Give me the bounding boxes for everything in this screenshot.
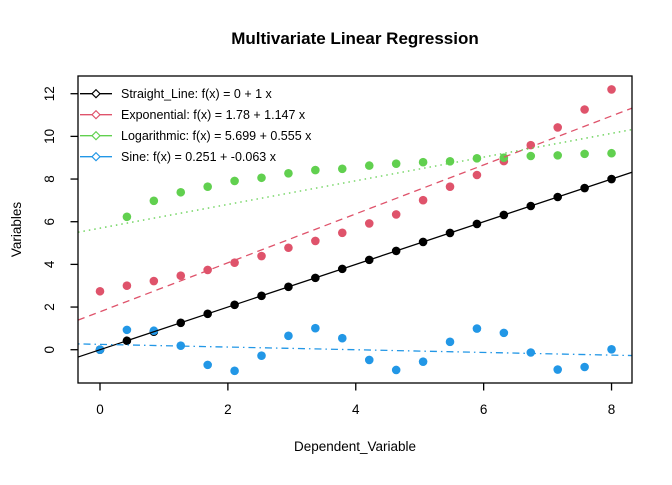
y-tick-label: 10: [42, 129, 57, 144]
chart-title: Multivariate Linear Regression: [231, 29, 479, 48]
scatter-point-logarithmic: [553, 151, 562, 160]
scatter-point-exponential: [176, 271, 186, 280]
legend-diamond-icon: [91, 109, 101, 120]
scatter-point-sine: [257, 351, 266, 360]
x-tick-label: 8: [608, 402, 616, 417]
scatter-point-logarithmic: [311, 165, 320, 175]
scatter-point-exponential: [337, 228, 347, 238]
fit-line-logarithmic: [77, 128, 633, 233]
legend-diamond-icon: [91, 151, 101, 162]
axes: 0 2 4 6 8 0 2 4 6 8 10 12: [42, 86, 615, 417]
scatter-point-logarithmic: [176, 187, 186, 197]
legend-item-sine: Sine: f(x) = 0.251 + -0.063 x: [80, 150, 277, 164]
series-sine: [95, 323, 616, 376]
scatter-point-logarithmic: [472, 154, 482, 163]
scatter-point-exponential: [203, 265, 212, 275]
y-tick-label: 12: [42, 86, 57, 101]
scatter-point-logarithmic: [284, 168, 293, 178]
y-tick-label: 4: [42, 260, 57, 268]
scatter-point-logarithmic: [122, 212, 132, 222]
scatter-point-sine: [445, 337, 455, 347]
x-tick-label: 0: [96, 402, 104, 417]
x-tick-label: 4: [352, 402, 360, 417]
legend-label: Sine: f(x) = 0.251 + -0.063 x: [121, 150, 277, 164]
fit-line-exponential: [77, 107, 633, 321]
scatter-point-sine: [337, 333, 347, 343]
legend-diamond-icon: [91, 88, 101, 99]
legend-item-straight_line: Straight_Line: f(x) = 0 + 1 x: [80, 87, 273, 101]
scatter-point-sine: [526, 348, 536, 357]
legend-label: Exponential: f(x) = 1.78 + 1.147 x: [121, 108, 306, 122]
scatter-point-exponential: [257, 251, 266, 261]
scatter-point-exponential: [95, 286, 105, 296]
scatter-point-exponential: [580, 105, 589, 114]
scatter-point-sine: [230, 366, 239, 376]
scatter-point-exponential: [391, 210, 401, 219]
scatter-point-logarithmic: [607, 148, 616, 158]
scatter-point-sine: [391, 365, 401, 375]
legend-item-exponential: Exponential: f(x) = 1.78 + 1.147 x: [80, 108, 306, 122]
scatter-point-sine: [176, 341, 186, 350]
x-axis-label: Dependent_Variable: [294, 439, 416, 454]
x-tick-label: 2: [224, 402, 232, 417]
scatter-point-sine: [499, 328, 509, 338]
fit-lines: [77, 107, 633, 358]
scatter-point-logarithmic: [230, 176, 239, 186]
scatter-point-logarithmic: [337, 164, 347, 174]
scatter-point-logarithmic: [257, 173, 266, 183]
scatter-point-exponential: [122, 281, 132, 291]
series-exponential: [95, 85, 616, 296]
scatter-point-sine: [418, 357, 428, 366]
scatter-point-sine: [472, 324, 482, 333]
scatter-point-sine: [580, 362, 589, 372]
scatter-point-exponential: [445, 182, 455, 192]
scatter-point-logarithmic: [526, 151, 536, 161]
scatter-point-exponential: [230, 258, 239, 267]
x-tick-label: 6: [480, 402, 488, 417]
y-axis-label: Variables: [9, 202, 24, 258]
scatter-point-exponential: [149, 276, 159, 286]
fit-line-sine: [77, 343, 633, 357]
y-tick-label: 0: [42, 346, 57, 354]
scatter-point-exponential: [472, 170, 482, 180]
y-tick-label: 6: [42, 218, 57, 226]
series-logarithmic: [122, 148, 616, 222]
plot-box: [77, 75, 633, 384]
legend-label: Logarithmic: f(x) = 5.699 + 0.555 x: [121, 129, 312, 143]
scatter-point-sine: [122, 325, 132, 335]
scatter-point-sine: [553, 365, 562, 374]
scatter-point-logarithmic: [203, 182, 212, 192]
scatter-point-exponential: [418, 195, 428, 205]
scatter-point-logarithmic: [418, 157, 428, 167]
legend-diamond-icon: [91, 130, 101, 141]
scatter-point-logarithmic: [391, 159, 401, 168]
scatter-point-logarithmic: [364, 161, 374, 170]
scatter-point-exponential: [553, 123, 562, 132]
legend-label: Straight_Line: f(x) = 0 + 1 x: [121, 87, 273, 101]
legend: Straight_Line: f(x) = 0 + 1 x Exponential…: [80, 87, 312, 164]
legend-item-logarithmic: Logarithmic: f(x) = 5.699 + 0.555 x: [80, 129, 312, 143]
scatter-point-logarithmic: [580, 149, 589, 159]
fit-line-straight_line: [77, 171, 633, 358]
scatter-point-logarithmic: [499, 153, 509, 163]
scatter-point-exponential: [311, 236, 320, 246]
scatter-point-sine: [284, 331, 293, 341]
y-tick-label: 8: [42, 175, 57, 183]
scatter-point-sine: [607, 344, 616, 354]
y-tick-label: 2: [42, 303, 57, 311]
scatter-point-logarithmic: [149, 196, 159, 206]
scatter-point-sine: [364, 355, 374, 365]
scatter-point-exponential: [364, 219, 374, 228]
scatter-point-exponential: [607, 85, 616, 94]
scatter-point-exponential: [284, 243, 293, 253]
scatter-point-sine: [311, 323, 320, 333]
scatter-point-sine: [203, 360, 212, 370]
